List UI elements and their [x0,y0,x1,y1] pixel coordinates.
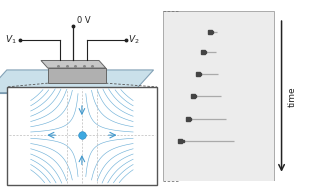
Text: $V_1$: $V_1$ [5,33,17,46]
Bar [163,11,274,181]
Bar [7,87,157,185]
Text: $V_2$: $V_2$ [128,33,140,46]
Text: time: time [288,86,297,107]
Polygon shape [41,60,106,68]
Polygon shape [48,68,106,83]
Text: 0 V: 0 V [77,15,90,25]
Polygon shape [0,70,154,93]
